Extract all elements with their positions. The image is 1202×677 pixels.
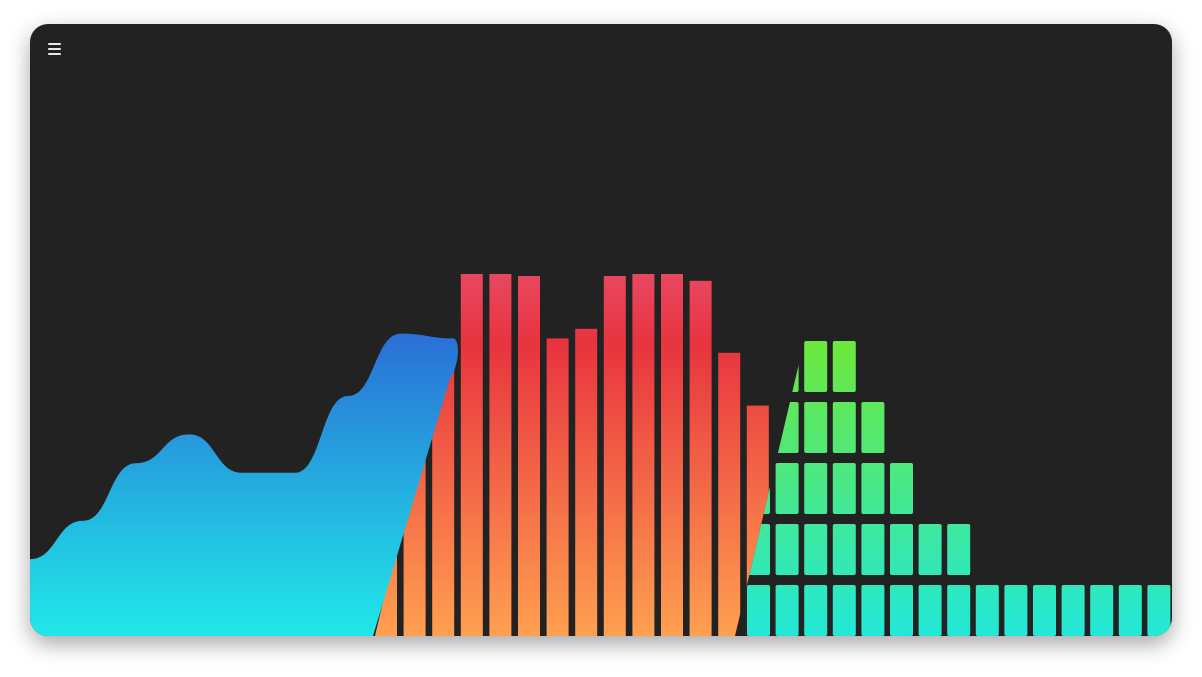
bar [489,274,512,636]
menu-line [48,48,61,50]
menu-line [48,43,61,45]
bar [718,352,741,636]
segment-bar-block [1090,585,1114,636]
segment-bar-block [861,524,885,575]
bar [575,328,598,636]
segment-bar-block [804,585,828,636]
segment-bar-block [861,402,885,453]
segment-bar-block [890,524,913,575]
segment-bar-block [804,402,828,453]
menu-line [48,53,61,55]
visualizer-card [30,24,1172,636]
segment-bar-block [775,524,799,575]
bar [546,338,569,636]
area-shape [30,333,458,636]
segment-bar-block [1118,585,1142,636]
segment-bar-block [804,463,828,514]
segment-bar-block [747,341,770,392]
segment-bar-block [918,524,942,575]
segment-bar-block [947,524,971,575]
bar [689,280,712,636]
segmented-bar-series [747,341,1171,636]
segment-bar-block [832,341,856,392]
bar [603,276,626,636]
bar [432,348,455,636]
segment-bar-block [775,341,799,392]
segment-bar-block [890,585,913,636]
bar [632,274,655,636]
segment-bar-block [1061,585,1085,636]
area-series [30,333,458,636]
hamburger-menu-icon[interactable] [44,40,64,58]
bar [460,274,483,636]
segment-bar-block [832,402,856,453]
segment-bar-block [804,341,828,392]
bar [661,274,683,636]
segment-bar-block [975,585,999,636]
segment-bar-block [918,585,942,636]
segment-bar-block [775,463,799,514]
segment-bar-block [861,463,885,514]
segment-bar-block [1033,585,1056,636]
audio-visualizer [30,274,1171,636]
bar [518,276,540,636]
segment-bar-block [861,585,885,636]
segment-bar-block [1004,585,1028,636]
segment-bar-block [890,463,913,514]
segment-bar-block [775,402,799,453]
segment-bar-block [775,585,799,636]
segment-bar-block [832,463,856,514]
segment-bar-block [747,585,770,636]
segment-bar-block [1147,585,1171,636]
segment-bar-block [804,524,828,575]
segment-bar-block [832,585,856,636]
segment-bar-block [832,524,856,575]
segment-bar-block [947,585,971,636]
